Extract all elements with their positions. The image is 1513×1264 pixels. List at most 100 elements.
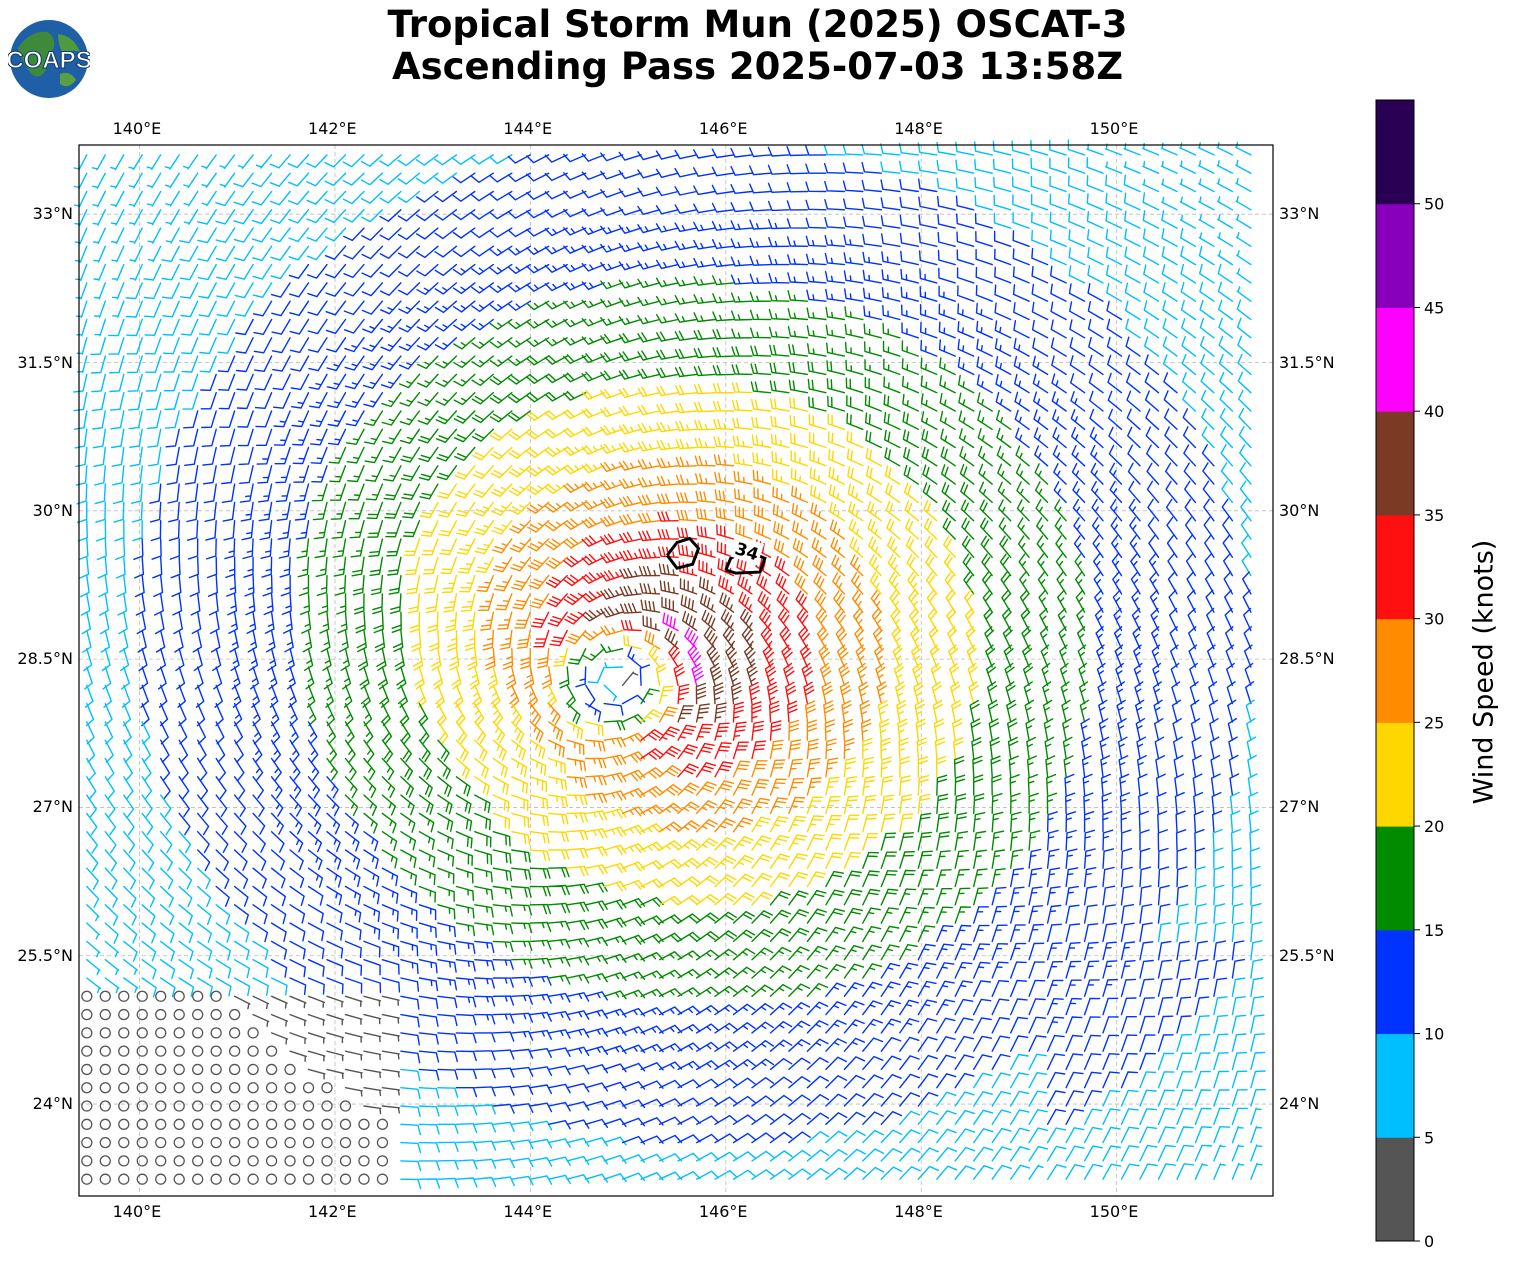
wind-barb — [215, 757, 226, 781]
wind-barb — [270, 721, 281, 745]
wind-barb — [290, 373, 310, 391]
wind-barb — [603, 684, 618, 702]
calm-barb — [136, 1045, 148, 1057]
wind-barb — [492, 885, 513, 899]
wind-barb — [151, 538, 162, 560]
wind-barb — [862, 794, 877, 815]
wind-barb — [1165, 498, 1178, 522]
wind-barb — [788, 343, 809, 357]
wind-barb — [806, 758, 821, 778]
wind-barb — [1107, 372, 1123, 394]
wind-barb — [1148, 535, 1160, 558]
wind-barb — [795, 590, 809, 613]
wind-barb — [227, 593, 238, 616]
wind-barb — [1028, 1053, 1047, 1071]
wind-barb — [1060, 681, 1070, 705]
wind-barb — [788, 909, 810, 924]
wind-barb — [910, 626, 920, 650]
wind-barb — [234, 245, 254, 262]
wind-barb — [1106, 318, 1123, 339]
wind-barb — [1204, 534, 1215, 558]
wind-barb — [1102, 1163, 1122, 1180]
wind-barb — [677, 527, 698, 540]
wind-barb — [902, 411, 919, 430]
wind-barb — [1157, 1034, 1174, 1052]
wind-barb — [1223, 553, 1234, 577]
wind-barb — [991, 1017, 1010, 1034]
wind-barb — [825, 1019, 847, 1034]
wind-barb — [1194, 1033, 1211, 1052]
wind-barb — [658, 1006, 683, 1016]
calm-barb — [284, 1136, 296, 1149]
wind-barb — [600, 352, 624, 363]
wind-barb — [492, 1176, 515, 1187]
wind-barb — [418, 1105, 440, 1117]
wind-barb — [936, 1036, 956, 1052]
wind-barb — [1146, 444, 1160, 467]
wind-barb — [1069, 301, 1086, 321]
wind-barb — [181, 355, 199, 373]
wind-barb — [511, 1157, 534, 1168]
calm-barb — [118, 1063, 130, 1076]
wind-barb — [381, 1105, 400, 1114]
wind-barb — [508, 428, 531, 441]
wind-barb — [1010, 1146, 1030, 1162]
wind-barb — [492, 812, 510, 830]
wind-barb — [693, 239, 716, 250]
wind-barb — [336, 593, 347, 615]
wind-barb — [295, 520, 310, 540]
wind-barb — [693, 221, 716, 232]
wind-barb — [289, 337, 310, 354]
wind-barb — [455, 1068, 477, 1080]
wind-barb — [92, 172, 106, 189]
wind-barb — [779, 626, 792, 650]
wind-barb — [511, 1103, 534, 1113]
colorbar-tick-label: 25 — [1424, 713, 1444, 732]
wind-barb — [1176, 1107, 1194, 1125]
wind-barb — [618, 351, 642, 362]
wind-barb — [252, 1013, 270, 1027]
wind-barb — [379, 684, 390, 708]
wind-barb — [618, 369, 642, 380]
wind-barb — [922, 482, 938, 504]
wind-barb — [1111, 553, 1123, 577]
wind-barb — [215, 922, 231, 943]
wind-barb — [862, 1000, 883, 1016]
wind-barb — [581, 463, 605, 474]
wind-barb — [160, 940, 175, 962]
wind-barb — [899, 906, 917, 924]
wind-barb — [1139, 978, 1155, 997]
wind-barb — [381, 849, 398, 869]
wind-barb — [447, 629, 458, 652]
wind-barb — [457, 556, 476, 574]
calm-barb — [81, 990, 93, 1002]
wind-barb — [128, 172, 143, 189]
wind-barb — [474, 867, 493, 883]
wind-barb — [1010, 792, 1021, 815]
wind-barb — [256, 446, 273, 465]
wind-barb — [674, 167, 698, 178]
wind-barb — [123, 959, 138, 975]
wind-barb — [75, 465, 88, 486]
wind-barb — [548, 702, 561, 726]
wind-barb — [737, 574, 753, 595]
wind-barb — [953, 755, 965, 778]
wind-barb — [1176, 1089, 1194, 1107]
calm-barb — [81, 1136, 93, 1149]
calm-barb — [136, 1027, 148, 1039]
wind-barb — [287, 172, 310, 187]
wind-barb — [771, 451, 790, 467]
wind-barb — [1083, 848, 1096, 869]
wind-barb — [621, 1135, 646, 1145]
wind-barb — [658, 1079, 683, 1089]
wind-barb — [1118, 755, 1129, 778]
wind-barb — [621, 843, 646, 854]
wind-barb — [359, 666, 370, 690]
wind-barb — [1163, 390, 1178, 412]
wind-barb — [1216, 178, 1234, 193]
wind-barb — [899, 1129, 921, 1144]
wind-barb — [387, 556, 402, 576]
wind-barb — [787, 254, 809, 266]
wind-barb — [603, 1026, 627, 1036]
wind-barb — [682, 610, 698, 632]
